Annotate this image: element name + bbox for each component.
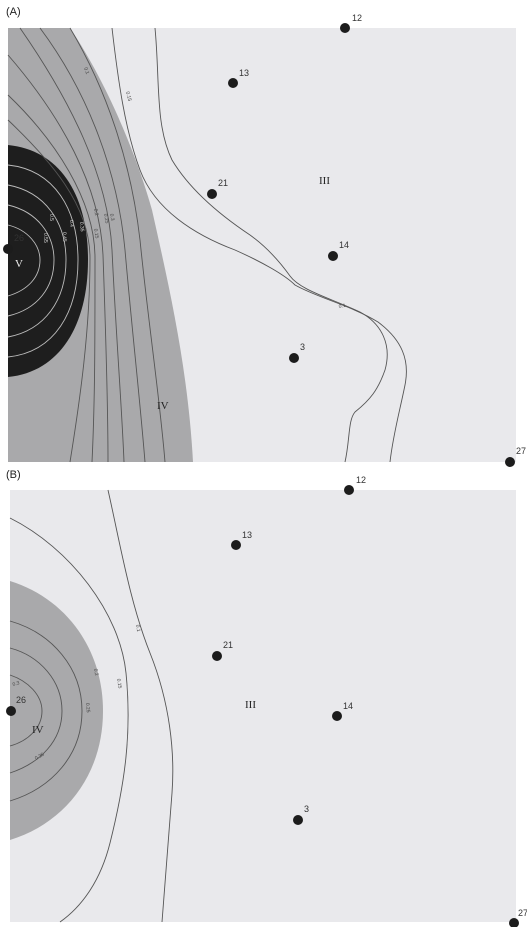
panel-b-well-marker: 13 [231,530,252,550]
panel-a-contour-v-4 [7,224,41,297]
panel-a-iso-label: 0.1 [338,303,346,310]
panel-a-iso-label: 0.45 [61,232,67,242]
svg-text:12: 12 [352,13,362,23]
panel-a-contour-v-2 [7,184,67,338]
panel-a-zone-label-iii: III [319,175,330,187]
panel-a-contour-0-15 [7,54,109,463]
panel-a-contour-0-11 [7,119,91,463]
panel-a-well-marker: 12 [340,13,362,33]
panel-a-contour-0-25 [39,27,146,463]
panel-b-zone-label-iv: IV [32,724,44,736]
panel-a-zone-label-v: V [15,258,23,270]
panel-a-contour-0-1-outer [111,27,407,463]
svg-text:21: 21 [218,178,228,188]
svg-text:27: 27 [516,446,526,456]
panel-b-contour-map: 0.1 0.15 0.2 0.25 0.3 0.35 IV III 12 13 … [6,475,527,927]
panel-a-contour-0-3 [69,27,166,463]
panel-a-iso-label: 0.3 [108,213,115,221]
panel-b-zone-label-iii: III [245,699,256,711]
panel-a-contour-0-12 [7,94,96,463]
panel-a-contour-0-2 [19,27,125,463]
svg-text:13: 13 [242,530,252,540]
panel-a-iso-label: 0.4 [68,220,74,227]
panel-b-contour-iv-2 [9,647,63,774]
svg-text:3: 3 [304,804,309,814]
panel-a-iso-label: 0.1 [82,67,90,76]
panel-a-well-marker: 21 [207,178,228,199]
panel-b-well-marker: 12 [344,475,366,495]
panel-a-zone-label-iv: IV [157,400,169,412]
svg-text:26: 26 [14,233,24,243]
panel-b-contour-0-1 [107,489,174,923]
panel-a-iso-label: 0.25 [102,213,110,224]
panel-a-iso-label: 0.2 [92,208,99,216]
panel-a-iso-label: 0.55 [42,233,48,243]
panel-b-contour-iv-3 [9,674,43,747]
panel-b-tag: (B) [6,469,21,481]
panel-a-well-marker: 27 [505,446,526,467]
panel-b-iso-label: 0.25 [84,703,91,713]
panel-b-well-marker: 21 [212,640,233,661]
panel-b-iso-label: 0.3 [12,680,20,688]
svg-text:3: 3 [300,342,305,352]
svg-text:26: 26 [16,695,26,705]
svg-text:27: 27 [518,908,527,918]
panel-a-well-marker: 13 [228,68,249,88]
svg-text:21: 21 [223,640,233,650]
panel-b-contour-iv-1 [9,620,83,802]
panel-a-well-marker: 3 [289,342,305,363]
svg-text:12: 12 [356,475,366,485]
panel-b-iso-label: 0.15 [115,678,123,689]
panel-a-tag: (A) [6,6,21,18]
panel-b-well-marker: 3 [293,804,309,825]
panel-a-well-marker: 26 [3,233,24,254]
panel-a-contour-v-1 [7,164,79,358]
svg-text:14: 14 [339,240,349,250]
panel-a-iso-label: 0.35 [78,222,85,232]
panel-b-iso-label: 0.35 [34,752,46,762]
panel-a-contour-v-3 [7,204,55,317]
panel-b-well-marker: 26 [6,695,26,716]
panel-a-iso-label: 0.15 [124,91,132,102]
panel-a-contour-0-1-inner [154,27,388,463]
panel-b-contour-0-15 [9,517,129,923]
panel-a-zone-v-fill [8,145,88,377]
panel-a-contour-map: 0.1 0.15 0.1 0.3 0.25 0.2 0.15 0.35 0.4 … [3,13,526,467]
panel-a-well-marker: 14 [328,240,349,261]
svg-text:13: 13 [239,68,249,78]
panel-a-iso-label: 0.15 [92,228,100,239]
panel-b-zone-iv-fill [10,581,103,840]
panel-b-iso-label: 0.2 [92,668,99,676]
panel-a-iso-label: 0.5 [48,214,54,221]
svg-text:14: 14 [343,701,353,711]
panel-b-well-marker: 27 [509,908,527,927]
panel-b-well-marker: 14 [332,701,353,721]
panel-b-iso-label: 0.1 [134,624,141,632]
